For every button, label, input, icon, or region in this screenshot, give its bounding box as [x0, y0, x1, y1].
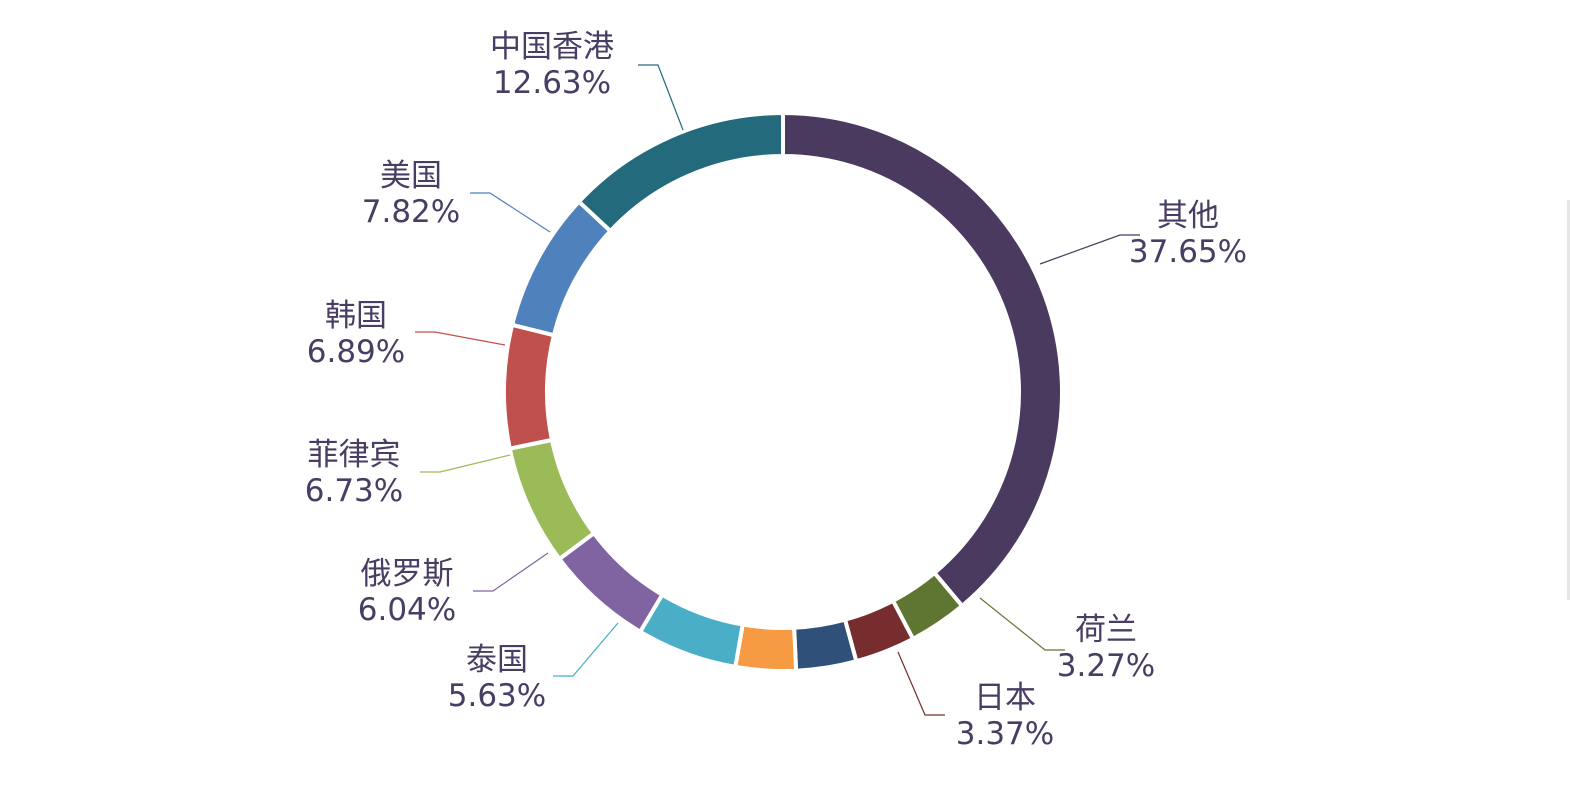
leader-line [473, 552, 549, 592]
slice-label-name: 俄罗斯 [361, 556, 454, 592]
donut-slice [733, 622, 799, 673]
leader-line [638, 64, 684, 131]
slice-label-name: 荷兰 [1075, 612, 1137, 648]
slice-label-value: 6.73% [305, 473, 403, 509]
donut-slice [781, 110, 1064, 609]
leader-line [415, 331, 506, 346]
leader-line [420, 454, 511, 473]
donut-slice [502, 322, 557, 451]
leader-line [979, 597, 1065, 651]
slice-label-value: 12.63% [493, 65, 611, 101]
donut-slices [502, 110, 1064, 673]
slice-label-value: 3.37% [956, 716, 1054, 752]
donut-slice [792, 617, 859, 673]
slice-label-name: 日本 [974, 680, 1036, 716]
slice-label-name: 美国 [380, 158, 442, 194]
slice-label-name: 中国香港 [490, 29, 614, 65]
slice-label-value: 3.27% [1057, 648, 1155, 684]
slice-label-name: 韩国 [325, 298, 387, 334]
slice-label-value: 6.89% [307, 334, 405, 370]
donut-slice [509, 198, 614, 338]
donut-slice [507, 437, 597, 562]
donut-slice [576, 110, 785, 234]
slice-label-value: 5.63% [448, 678, 546, 714]
leader-line [470, 192, 551, 233]
slice-label-name: 泰国 [466, 642, 528, 678]
leader-line [1039, 234, 1140, 265]
slice-label-value: 37.65% [1129, 234, 1247, 270]
leader-line [553, 622, 619, 677]
slice-label-name: 菲律宾 [308, 437, 401, 473]
slice-label-name: 其他 [1157, 198, 1219, 234]
slice-label-value: 6.04% [358, 592, 456, 628]
right-edge-divider [1567, 200, 1570, 600]
slice-label-value: 7.82% [362, 194, 460, 230]
leader-line [897, 651, 945, 716]
